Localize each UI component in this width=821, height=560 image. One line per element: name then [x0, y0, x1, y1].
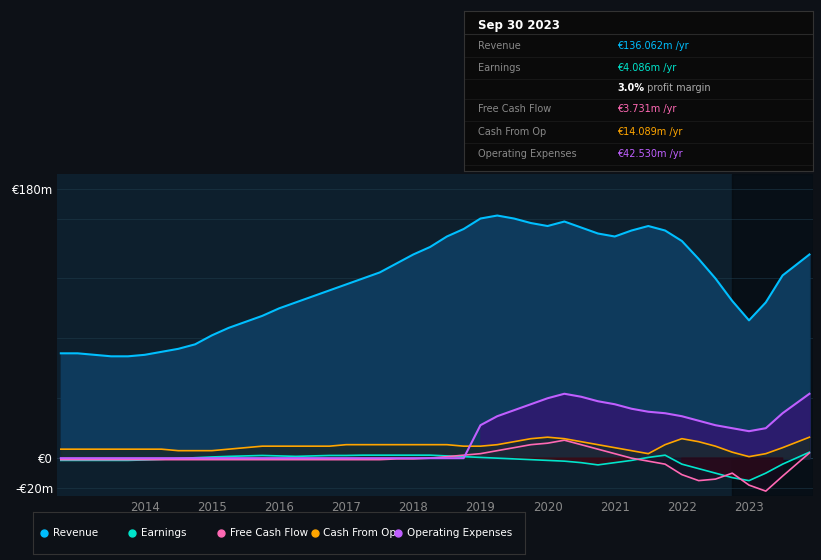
- Text: profit margin: profit margin: [644, 83, 710, 93]
- Text: Operating Expenses: Operating Expenses: [478, 149, 576, 159]
- Text: Revenue: Revenue: [478, 40, 521, 50]
- Text: €3.731m /yr: €3.731m /yr: [617, 104, 677, 114]
- Text: Sep 30 2023: Sep 30 2023: [478, 19, 560, 32]
- Text: Free Cash Flow: Free Cash Flow: [478, 104, 551, 114]
- Text: Cash From Op: Cash From Op: [478, 127, 546, 137]
- Text: 3.0%: 3.0%: [617, 83, 644, 93]
- Text: Revenue: Revenue: [53, 529, 98, 538]
- Text: €4.086m /yr: €4.086m /yr: [617, 63, 677, 73]
- Text: €14.089m /yr: €14.089m /yr: [617, 127, 683, 137]
- Text: Earnings: Earnings: [478, 63, 521, 73]
- Text: Cash From Op: Cash From Op: [323, 529, 397, 538]
- Text: Free Cash Flow: Free Cash Flow: [230, 529, 308, 538]
- Bar: [732, 174, 813, 496]
- Text: Earnings: Earnings: [141, 529, 186, 538]
- Text: Operating Expenses: Operating Expenses: [407, 529, 512, 538]
- Text: €136.062m /yr: €136.062m /yr: [617, 40, 689, 50]
- Text: €42.530m /yr: €42.530m /yr: [617, 149, 683, 159]
